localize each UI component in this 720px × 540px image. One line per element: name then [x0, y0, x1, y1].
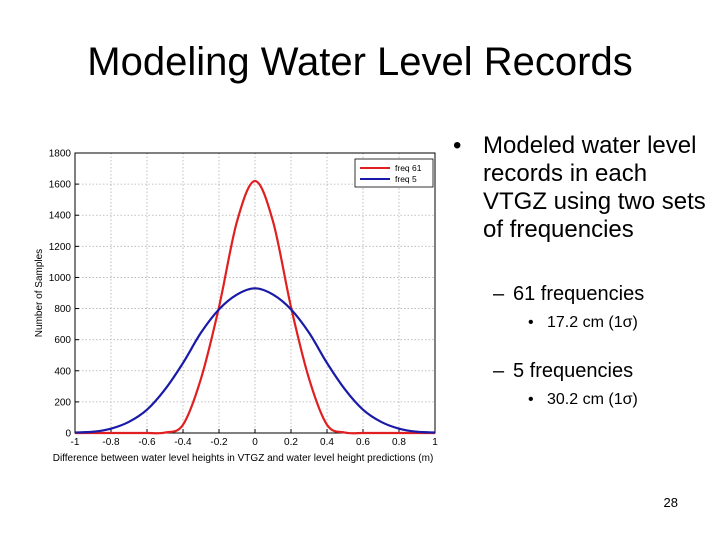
bullet-dash: – [493, 283, 505, 305]
bullet-main-text: Modeled water level records in each VTGZ… [483, 132, 706, 243]
legend-box [354, 158, 434, 188]
y-tick-label: 400 [54, 366, 71, 377]
y-tick-label: 1000 [49, 273, 72, 284]
y-tick-label: 600 [54, 335, 71, 346]
slide-title: Modeling Water Level Records [87, 40, 633, 84]
page-number: 28 [663, 495, 678, 510]
x-tick-label: 0.6 [356, 437, 370, 448]
bullet-main: • Modeled water level records in each VT… [450, 132, 710, 244]
bullet-sub1-detail: • 17.2 cm (1σ) [450, 313, 710, 333]
bullet-sub2-text: 5 frequencies [513, 360, 634, 382]
x-tick-label: 0.4 [320, 437, 334, 448]
bullet-list: • Modeled water level records in each VT… [450, 132, 710, 410]
bullet-sub2-detail: • 30.2 cm (1σ) [450, 390, 710, 410]
bullet-dash: – [493, 360, 505, 382]
y-tick-label: 1600 [49, 180, 72, 191]
bullet-sub1-text: 61 frequencies [513, 283, 645, 305]
water-level-chart: -1 -0.8 -0.6 -0.4 -0.2 0 0.2 0.4 0.6 0.8 1 0 200 400 6… [30, 140, 475, 470]
y-tick-label: 200 [54, 397, 71, 408]
series-line-freq-61 [74, 179, 435, 435]
y-tick-label: 0 [65, 429, 71, 440]
x-tick-label: 0.2 [284, 437, 298, 448]
chart-svg: -1 -0.8 -0.6 -0.4 -0.2 0 0.2 0.4 0.6 0.8 1 0 200 400 6… [34, 149, 438, 465]
y-tick-label: 1400 [49, 211, 72, 222]
x-tick-label: 0 [252, 437, 258, 448]
x-tick-label: -0.6 [138, 437, 156, 448]
bullet-dot: • [528, 314, 534, 331]
x-tick-label: -0.8 [102, 437, 120, 448]
x-tick-label: -1 [71, 437, 80, 448]
legend-label: freq 61 [395, 163, 422, 173]
bullet-dot: • [453, 132, 462, 159]
x-tick-label: 1 [432, 437, 438, 448]
bullet-dot: • [528, 391, 534, 408]
x-tick-label: -0.2 [210, 437, 228, 448]
y-tick-label: 1800 [49, 149, 72, 160]
y-tick-label: 1200 [49, 242, 72, 253]
y-tick-label: 800 [54, 304, 71, 315]
x-tick-label: -0.4 [174, 437, 192, 448]
series-line-freq-5 [74, 287, 436, 434]
bullet-sub1: – 61 frequencies [450, 282, 710, 306]
x-axis-label: Difference between water level heights i… [53, 453, 434, 464]
legend-label: freq 5 [395, 174, 417, 184]
x-tick-label: 0.8 [392, 437, 406, 448]
bullet-sub2-detail-text: 30.2 cm (1σ) [547, 391, 638, 408]
bullet-sub1-detail-text: 17.2 cm (1σ) [547, 314, 638, 331]
y-axis-label: Number of Samples [34, 249, 45, 337]
bullet-sub2: – 5 frequencies [450, 359, 710, 383]
